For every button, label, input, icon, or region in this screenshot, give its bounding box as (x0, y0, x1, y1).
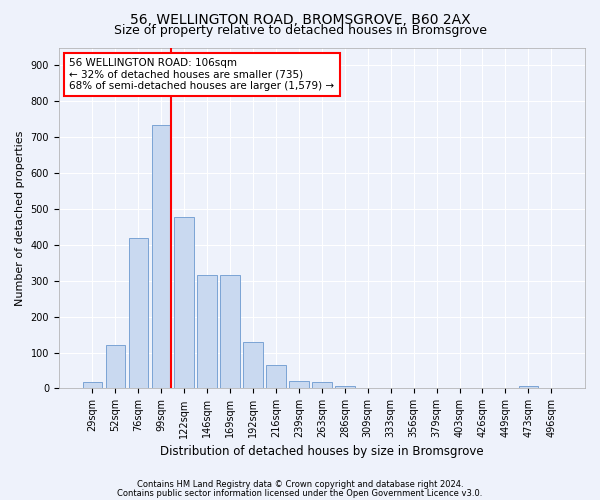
Text: Contains HM Land Registry data © Crown copyright and database right 2024.: Contains HM Land Registry data © Crown c… (137, 480, 463, 489)
Bar (220, 275, 240, 388)
Bar (128, 238, 148, 388)
Y-axis label: Number of detached properties: Number of detached properties (15, 130, 25, 306)
Text: Size of property relative to detached houses in Bromsgrove: Size of property relative to detached ho… (113, 24, 487, 37)
Bar (197, 275, 217, 388)
Bar (289, 380, 308, 388)
Bar (175, 217, 194, 388)
Bar (83, 382, 102, 388)
Bar (152, 124, 171, 388)
Text: Contains public sector information licensed under the Open Government Licence v3: Contains public sector information licen… (118, 488, 482, 498)
Bar (106, 344, 125, 389)
Text: 56, WELLINGTON ROAD, BROMSGROVE, B60 2AX: 56, WELLINGTON ROAD, BROMSGROVE, B60 2AX (130, 12, 470, 26)
Bar (518, 386, 538, 388)
Bar (266, 365, 286, 388)
Bar (335, 386, 355, 388)
X-axis label: Distribution of detached houses by size in Bromsgrove: Distribution of detached houses by size … (160, 444, 484, 458)
Bar (244, 342, 263, 388)
Bar (312, 382, 332, 388)
Text: 56 WELLINGTON ROAD: 106sqm
← 32% of detached houses are smaller (735)
68% of sem: 56 WELLINGTON ROAD: 106sqm ← 32% of deta… (70, 58, 334, 91)
